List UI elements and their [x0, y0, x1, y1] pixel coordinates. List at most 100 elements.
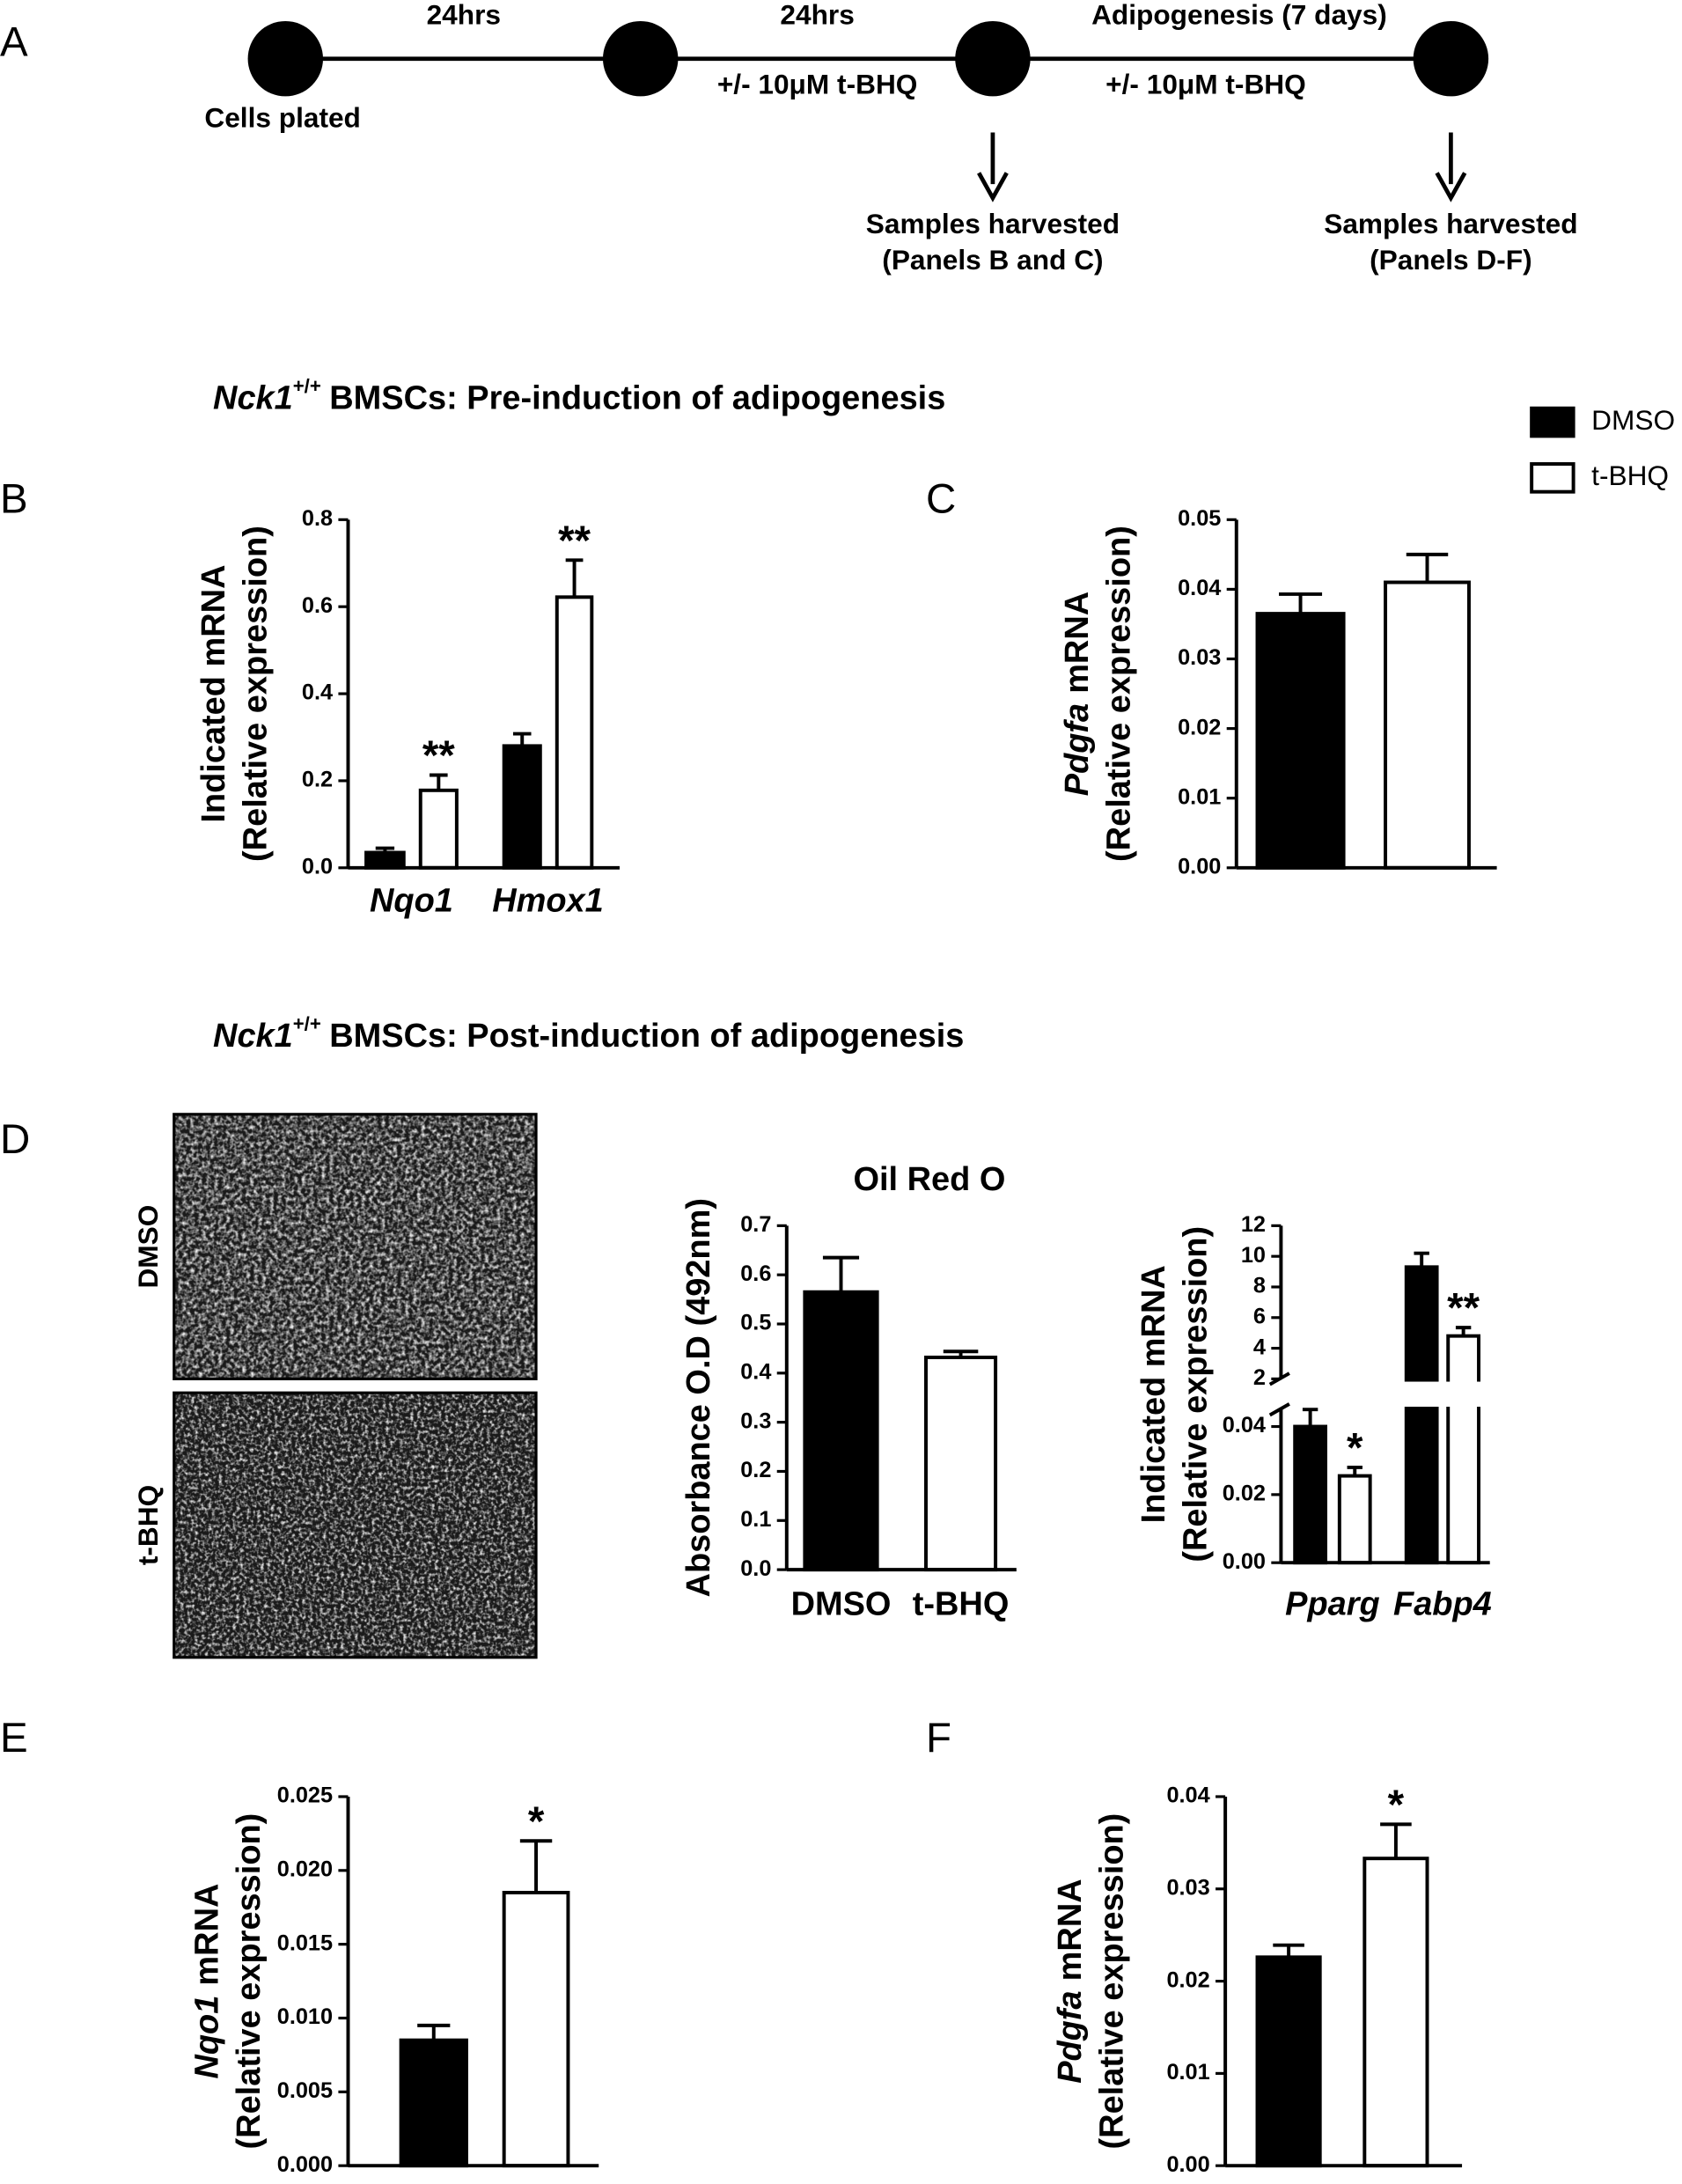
x-tick-label: DMSO: [791, 1585, 892, 1622]
y-tick-label: 0.025: [277, 1783, 333, 1808]
section-text: BMSCs: Pre-induction of adipogenesis: [329, 379, 945, 416]
error-bar: [565, 558, 584, 598]
y-tick-label: 0.010: [277, 2004, 333, 2029]
harvest-label: Samples harvested: [866, 208, 1120, 239]
legend-swatch: [1530, 406, 1575, 438]
bar: [1293, 1424, 1327, 1565]
error-bar: [512, 732, 532, 746]
y-tick-label: 0.6: [302, 593, 333, 618]
micrograph-label: t-BHQ: [132, 1485, 164, 1565]
significance: **: [558, 518, 591, 564]
y-tick-label: 0.04: [1178, 576, 1221, 600]
y-axis-label: Indicated mRNA: [1135, 1265, 1172, 1523]
section-title: Nck1+/+ BMSCs: Pre-induction of adipogene…: [213, 375, 945, 416]
bar: [1446, 1334, 1481, 1565]
error-bar: [1347, 1465, 1362, 1476]
timeline-node: [602, 20, 679, 97]
error-bar: [1380, 1822, 1412, 1859]
significance: **: [422, 732, 455, 779]
y-tick-label: 0.2: [302, 768, 333, 792]
duration-label: Adipogenesis (7 days): [1091, 0, 1387, 31]
y-axis-label-text: mRNA: [1052, 1879, 1089, 1981]
y-tick-label: 0.0: [302, 854, 333, 879]
y-tick-label: 0.7: [740, 1212, 771, 1237]
y-axis-label: Pdgfa mRNA: [1052, 1879, 1089, 2083]
micrograph-frame: [173, 1113, 538, 1380]
x-tick-label: t-BHQ: [913, 1585, 1010, 1622]
error-bar: [417, 2023, 451, 2041]
y-tick-label: 0.01: [1166, 2060, 1209, 2085]
y-tick-label: 2: [1253, 1365, 1266, 1390]
bar: [502, 1890, 570, 2168]
bar: [418, 788, 459, 870]
y-tick-label: 0.02: [1166, 1967, 1209, 1992]
panel-letter: B: [0, 475, 28, 522]
bar: [364, 850, 406, 870]
bar: [399, 2038, 468, 2168]
y-axis-label: Indicated mRNA: [195, 564, 232, 822]
chart-title: Oil Red O: [853, 1161, 1005, 1198]
error-bar: [1273, 1943, 1304, 1958]
bar: [502, 744, 542, 870]
y-axis-label-italic: Pdgfa: [1052, 1990, 1089, 2083]
y-axis-label: Pdgfa mRNA: [1059, 592, 1096, 796]
x-tick-label: Nqo1: [370, 882, 453, 919]
timeline: A 24hrs 24hrs Adipogenesis (7 days) +/- …: [0, 0, 1578, 276]
significance: *: [1347, 1424, 1363, 1471]
y-axis-label: Nqo1 mRNA: [188, 1884, 225, 2079]
error-bar: [430, 773, 448, 791]
y-tick-label: 0.00: [1178, 854, 1221, 879]
harvest-label: (Panels D-F): [1370, 244, 1532, 276]
y-tick-label: 6: [1253, 1304, 1266, 1328]
y-tick-label: 0.3: [740, 1408, 771, 1433]
break-mark: [1268, 1402, 1290, 1417]
axis-break-gap: [1283, 1381, 1493, 1408]
chart: 0.00 0.01 0.02 0.03 0.04 0.05 Pdgfa mRNA (Relati…: [926, 475, 1497, 879]
bar: [924, 1355, 998, 1572]
legend-swatch: [1530, 462, 1575, 494]
error-bar: [1302, 1408, 1318, 1427]
y-tick-label: 4: [1253, 1335, 1266, 1359]
micrograph-frame: [173, 1391, 538, 1659]
harvest-label: (Panels B and C): [882, 244, 1103, 276]
y-tick-label: 0.4: [302, 680, 333, 705]
y-tick-label: 0.01: [1178, 784, 1221, 809]
start-label: Cells plated: [204, 102, 361, 134]
y-axis-label-text: mRNA: [188, 1884, 225, 1986]
chart: * 0.00 0.01 0.02 0.03 0.04 Pdgfa mRNA (Relative …: [926, 1715, 1463, 2177]
bar: [1337, 1474, 1372, 1565]
legend-label: t-BHQ: [1591, 460, 1669, 491]
significance: *: [528, 1798, 545, 1845]
y-axis-label: (Relative expression): [1178, 1226, 1215, 1563]
x-tick-label: Hmox1: [492, 882, 604, 919]
bar: [1362, 1857, 1429, 2168]
y-axis-label-text: mRNA: [1059, 592, 1096, 694]
y-tick-label: 0.04: [1223, 1413, 1266, 1438]
panel-letter: F: [926, 1715, 951, 1761]
y-tick-label: 0.000: [277, 2152, 333, 2177]
genotype: +/+: [293, 375, 321, 397]
section-text: BMSCs: Post-induction of adipogenesis: [329, 1018, 964, 1055]
y-tick-label: 0.00: [1223, 1549, 1266, 1574]
y-tick-label: 8: [1253, 1274, 1266, 1298]
timeline-node: [247, 20, 324, 97]
y-tick-label: 10: [1241, 1243, 1266, 1268]
micrograph-texture: [173, 1393, 537, 1658]
timeline-node: [1413, 20, 1489, 97]
y-axis-label-italic: Nqo1: [188, 1996, 225, 2079]
y-axis-label: (Relative expression): [1094, 1813, 1131, 2150]
duration-label: 24hrs: [780, 0, 854, 31]
legend-label: DMSO: [1591, 404, 1675, 436]
error-bar: [375, 846, 395, 853]
bar: [1384, 580, 1471, 870]
error-bar: [822, 1255, 860, 1292]
y-axis-label-italic: Pdgfa: [1059, 703, 1096, 796]
bar: [1255, 1955, 1322, 2168]
error-bar: [1455, 1326, 1472, 1336]
bar: [803, 1290, 879, 1572]
y-tick-label: 0.1: [740, 1507, 771, 1532]
chart: ** ** 0.0 0.2 0.4 0.6 0.8 Nqo1 Hmox1 Indicated mR…: [0, 475, 620, 919]
